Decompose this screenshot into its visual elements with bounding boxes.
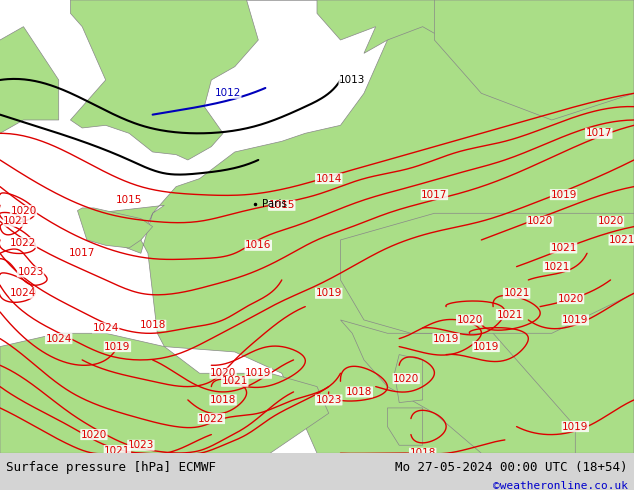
- Polygon shape: [0, 26, 59, 133]
- Text: 1020: 1020: [456, 315, 482, 325]
- Text: 1021: 1021: [496, 310, 523, 319]
- Polygon shape: [89, 0, 634, 453]
- Polygon shape: [70, 0, 258, 160]
- Text: 1017: 1017: [69, 248, 95, 258]
- Text: 1024: 1024: [93, 323, 119, 333]
- Text: 1020: 1020: [527, 216, 553, 226]
- Text: 1021: 1021: [104, 445, 131, 456]
- Text: 1015: 1015: [269, 200, 295, 210]
- Text: 1018: 1018: [139, 320, 166, 330]
- Text: 1021: 1021: [3, 216, 30, 226]
- Polygon shape: [317, 0, 493, 53]
- Text: 1021: 1021: [222, 376, 248, 386]
- Text: 1017: 1017: [586, 128, 612, 138]
- Text: Paris: Paris: [262, 199, 287, 209]
- Polygon shape: [340, 213, 634, 333]
- Text: 1013: 1013: [339, 75, 365, 85]
- Polygon shape: [77, 208, 153, 248]
- Text: 1021: 1021: [503, 288, 530, 298]
- Text: 1019: 1019: [562, 315, 588, 325]
- Text: 1012: 1012: [214, 88, 241, 98]
- Text: 1019: 1019: [433, 334, 460, 343]
- Text: ©weatheronline.co.uk: ©weatheronline.co.uk: [493, 481, 628, 490]
- Text: 1018: 1018: [346, 387, 372, 397]
- Text: 1020: 1020: [597, 216, 624, 226]
- Text: 1024: 1024: [10, 288, 37, 298]
- Text: 1023: 1023: [316, 395, 342, 405]
- Polygon shape: [434, 0, 634, 120]
- Text: Surface pressure [hPa] ECMWF: Surface pressure [hPa] ECMWF: [6, 461, 216, 474]
- Text: 1016: 1016: [245, 240, 271, 250]
- Polygon shape: [394, 355, 423, 403]
- Text: 1020: 1020: [10, 206, 37, 216]
- Text: 1018: 1018: [210, 395, 236, 405]
- Polygon shape: [387, 408, 423, 445]
- Text: 1019: 1019: [562, 421, 588, 432]
- Text: 1017: 1017: [421, 190, 448, 199]
- Text: 1022: 1022: [10, 238, 37, 247]
- Text: 1019: 1019: [473, 342, 499, 352]
- Text: 1020: 1020: [393, 373, 419, 384]
- Text: Mo 27-05-2024 00:00 UTC (18+54): Mo 27-05-2024 00:00 UTC (18+54): [395, 461, 628, 474]
- Text: 1021: 1021: [543, 262, 570, 271]
- Text: 1019: 1019: [245, 368, 271, 378]
- Text: 1024: 1024: [46, 334, 72, 343]
- Text: 1015: 1015: [116, 195, 143, 205]
- Text: 1022: 1022: [198, 414, 224, 423]
- Text: 1014: 1014: [316, 173, 342, 184]
- Text: 1020: 1020: [210, 368, 236, 378]
- Text: 1018: 1018: [410, 448, 436, 458]
- Text: 1021: 1021: [550, 243, 577, 253]
- Text: 1019: 1019: [316, 288, 342, 298]
- Polygon shape: [340, 320, 575, 453]
- Text: 1023: 1023: [127, 440, 154, 450]
- Text: 1020: 1020: [81, 430, 107, 440]
- Text: 1019: 1019: [550, 190, 577, 199]
- Text: 1021: 1021: [609, 235, 634, 245]
- Polygon shape: [0, 333, 329, 453]
- Text: 1019: 1019: [104, 342, 131, 352]
- Text: 1023: 1023: [17, 267, 44, 277]
- Text: 1020: 1020: [557, 294, 584, 304]
